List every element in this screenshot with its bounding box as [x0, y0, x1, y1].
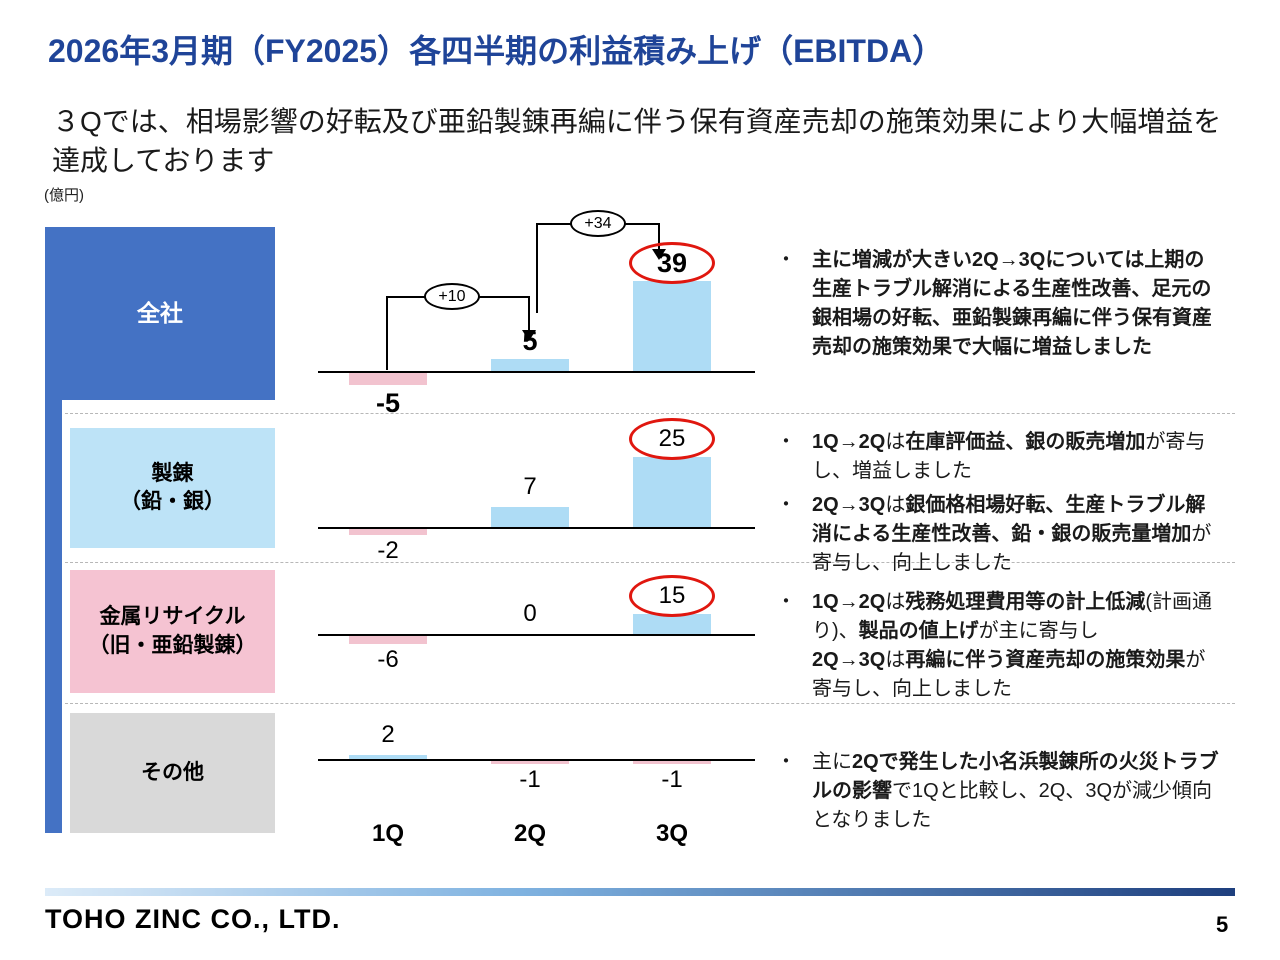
bar-row1-1q	[349, 373, 427, 385]
note-text: 主に2Qで発生した小名浜製錬所の火災トラブルの影響で1Qと比較し、2Q、3Qが減…	[812, 751, 1219, 831]
delta-label-oval: +34	[570, 210, 626, 237]
row-divider-3	[65, 703, 1235, 704]
note-item: ・ 2Q→3Qは銀価格相場好転、生産トラブル解消による生産性改善、鉛・銀の販売量…	[776, 491, 1220, 578]
arrow-segment	[536, 223, 538, 313]
bar-row3-1q	[349, 636, 427, 644]
bar-value-row1-1q: -5	[375, 388, 400, 418]
arrow-segment	[386, 296, 388, 370]
category-label: その他	[141, 760, 204, 784]
unit-label: (億円)	[44, 187, 84, 204]
bullet-marker: ・	[776, 431, 796, 453]
axis-line-row3	[318, 634, 755, 636]
note-text: 主に増減が大きい2Q→3Qについては上期の生産トラブル解消による生産性改善、足元…	[812, 249, 1212, 358]
note-item: ・ 主に2Qで発生した小名浜製錬所の火災トラブルの影響で1Qと比較し、2Q、3Q…	[776, 748, 1220, 835]
bar-row4-2q	[491, 761, 569, 764]
x-axis-label-1q: 1Q	[371, 820, 404, 847]
bar-row1-3q	[633, 281, 711, 371]
category-label: （旧・亜鉛製錬）	[88, 633, 257, 657]
company-logo: TOHO ZINC CO., LTD.	[45, 904, 341, 934]
bar-row4-1q	[349, 755, 427, 759]
arrow-segment	[658, 223, 660, 251]
note-text: 1Q→2Qは在庫評価益、銀の販売増加が寄与し、増益しました	[812, 431, 1206, 482]
category-label: 製錬	[151, 461, 194, 485]
bullet-marker: ・	[776, 751, 796, 773]
bar-value-row4-2q: -1	[519, 766, 541, 793]
bar-value-row2-3q: 25	[658, 424, 686, 452]
bar-value-row2-1q: -2	[377, 537, 399, 564]
highlight-circle-row3: 15	[629, 575, 715, 617]
category-label: 全社	[137, 299, 183, 326]
category-label: （鉛・銀）	[120, 490, 225, 513]
footer-gradient-bar	[45, 888, 1235, 896]
category-box-other: その他	[70, 713, 275, 833]
note-item: ・ 1Q→2Qは在庫評価益、銀の販売増加が寄与し、増益しました	[776, 428, 1220, 486]
category-box-company: 全社	[45, 227, 275, 400]
x-axis-label-2q: 2Q	[513, 820, 546, 847]
bar-row2-2q	[491, 507, 569, 527]
bullet-marker: ・	[776, 249, 796, 271]
bar-row2-3q	[633, 457, 711, 527]
category-box-smelting: 製錬 （鉛・銀）	[70, 428, 275, 548]
arrow-head-icon	[522, 330, 536, 341]
delta-label-oval: +10	[424, 283, 480, 310]
subtitle: ３Qでは、相場影響の好転及び亜鉛製錬再編に伴う保有資産売却の施策効果により大幅増…	[52, 106, 1222, 177]
row-divider-2	[65, 562, 1235, 563]
row-divider-1	[65, 413, 1235, 414]
note-company: ・ 主に増減が大きい2Q→3Qについては上期の生産トラブル解消による生産性改善、…	[776, 246, 1220, 367]
bar-row4-3q	[633, 761, 711, 764]
highlight-circle-row2: 25	[629, 418, 715, 460]
page-number: 5	[1216, 912, 1229, 937]
bar-value-row2-2q: 7	[523, 473, 537, 500]
axis-line-row2	[318, 527, 755, 529]
bar-row1-2q	[491, 359, 569, 371]
note-text: 1Q→2Qは残務処理費用等の計上低減(計画通り)、製品の値上げが主に寄与し 2Q→…	[812, 591, 1213, 700]
bar-value-row1-3q: 39	[656, 247, 688, 278]
note-item: ・ 主に増減が大きい2Q→3Qについては上期の生産トラブル解消による生産性改善、…	[776, 246, 1220, 362]
bar-value-row1-2q: 5	[522, 326, 538, 356]
page-title: 2026年3月期（FY2025）各四半期の利益積み上げ（EBITDA）	[48, 33, 945, 69]
bullet-marker: ・	[776, 494, 796, 516]
highlight-circle-row1: 39	[629, 242, 715, 284]
bullet-marker: ・	[776, 591, 796, 613]
bar-value-row3-3q: 15	[658, 581, 686, 609]
bar-value-row4-3q: -1	[661, 766, 683, 793]
axis-line-row4	[318, 759, 755, 761]
category-box-metal-recycle: 金属リサイクル （旧・亜鉛製錬）	[70, 570, 275, 693]
note-metal-recycle: ・ 1Q→2Qは残務処理費用等の計上低減(計画通り)、製品の値上げが主に寄与し 2…	[776, 588, 1220, 709]
bar-value-row4-1q: 2	[381, 721, 395, 748]
bar-row2-1q	[349, 529, 427, 535]
bar-row3-3q	[633, 614, 711, 634]
category-label: 金属リサイクル	[99, 605, 246, 629]
note-text: 2Q→3Qは銀価格相場好転、生産トラブル解消による生産性改善、鉛・銀の販売量増加…	[812, 494, 1212, 574]
axis-line-row1	[318, 371, 755, 373]
x-axis-label-3q: 3Q	[655, 820, 688, 847]
arrow-segment	[528, 296, 530, 332]
bar-value-row3-2q: 0	[523, 600, 537, 627]
bar-value-row3-1q: -6	[377, 646, 399, 673]
note-smelting: ・ 1Q→2Qは在庫評価益、銀の販売増加が寄与し、増益しました ・ 2Q→3Qは…	[776, 428, 1220, 583]
note-item: ・ 1Q→2Qは残務処理費用等の計上低減(計画通り)、製品の値上げが主に寄与し 2…	[776, 588, 1220, 704]
note-other: ・ 主に2Qで発生した小名浜製錬所の火災トラブルの影響で1Qと比較し、2Q、3Q…	[776, 748, 1220, 840]
